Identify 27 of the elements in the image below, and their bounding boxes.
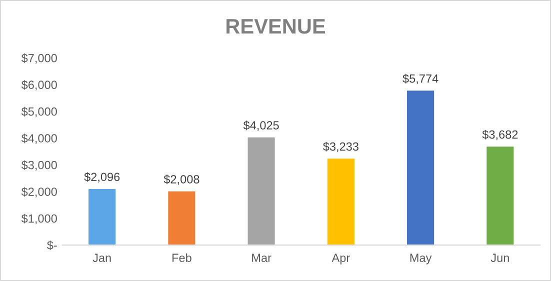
data-label: $3,682 xyxy=(482,130,518,140)
y-tick-label: $- xyxy=(47,240,57,250)
data-label: $2,008 xyxy=(164,174,200,185)
y-tick-label: $2,000 xyxy=(21,187,57,198)
x-tick-label: Jun xyxy=(490,254,509,262)
x-tick-label: Mar xyxy=(252,254,272,262)
bar xyxy=(486,146,514,246)
y-tick-label: $7,000 xyxy=(21,53,57,64)
chart-title: REVENUE xyxy=(226,19,326,34)
y-tick-label: $5,000 xyxy=(21,106,57,118)
data-label: $2,096 xyxy=(84,172,120,182)
x-tick-label: Feb xyxy=(172,253,192,262)
x-tick-label: Apr xyxy=(332,254,350,264)
bar xyxy=(407,90,434,246)
data-label: $4,025 xyxy=(243,120,279,131)
y-tick-label: $6,000 xyxy=(21,80,57,90)
y-tick-label: $1,000 xyxy=(21,214,57,224)
bar xyxy=(88,188,116,246)
y-tick-label: $3,000 xyxy=(21,160,57,171)
x-tick-label: Jan xyxy=(92,254,111,262)
y-tick-label: $4,000 xyxy=(21,134,57,144)
bar xyxy=(327,158,354,246)
bar xyxy=(248,137,275,246)
x-tick-label: May xyxy=(410,254,432,264)
data-label: $5,774 xyxy=(402,74,438,84)
data-label: $3,233 xyxy=(323,142,358,152)
bar xyxy=(168,191,196,246)
